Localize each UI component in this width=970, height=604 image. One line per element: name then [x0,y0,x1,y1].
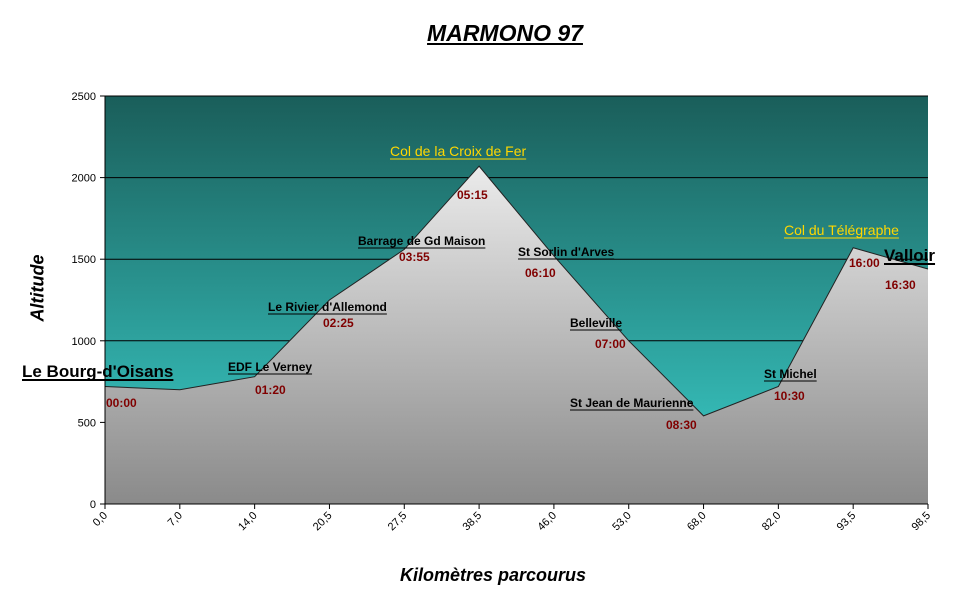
x-tick-label: 93,5 [835,510,859,534]
y-tick-label: 1500 [72,254,96,266]
elevation-line [104,165,929,417]
place-label: St Michel [764,367,817,381]
place-label: Col de la Croix de Fer [390,143,527,159]
x-axis-label: Kilomètres parcourus [399,565,587,585]
y-tick-label: 2000 [72,173,96,185]
x-tick-label: 38,5 [461,510,485,534]
place-label: St Sorlin d'Arves [518,245,615,259]
time-label: 02:25 [323,316,354,330]
x-tick-label: 20,5 [311,510,335,534]
x-tick-label: 0,0 [91,510,110,529]
place-label: St Jean de Maurienne [570,396,694,410]
x-tick-label: 82,0 [760,510,784,534]
x-tick-label: 14,0 [236,510,260,534]
place-label: Belleville [570,316,622,330]
time-label: 16:00 [849,256,880,270]
time-label: 03:55 [399,250,430,264]
place-label: Valloir [884,246,935,265]
x-tick-label: 46,0 [535,510,559,534]
time-label: 00:00 [106,396,137,410]
place-label: Col du Télégraphe [784,222,899,238]
time-label: 01:20 [255,383,286,397]
time-label: 07:00 [595,337,626,351]
place-label: EDF Le Verney [228,360,312,374]
chart-title: MARMONO 97 [427,20,583,46]
place-label: Le Bourg-d'Oisans [22,362,173,381]
plot-area [104,95,929,504]
y-tick-label: 0 [90,499,96,511]
place-label: Le Rivier d'Allemond [268,300,387,314]
time-label: 08:30 [666,418,697,432]
time-label: 06:10 [525,266,556,280]
y-tick-label: 2500 [72,91,96,103]
y-tick-label: 1000 [72,336,96,348]
time-label: 10:30 [774,389,805,403]
x-tick-label: 98,5 [909,510,933,534]
x-tick-label: 27,5 [386,510,410,534]
annotations: Le Bourg-d'Oisans EDF Le Verney Le Rivier … [22,143,935,432]
elevation-area [105,166,928,504]
y-tick-label: 500 [78,417,96,429]
time-label: 05:15 [457,188,488,202]
x-tick-label: 53,0 [610,510,634,534]
x-tick-label: 7,0 [166,510,185,529]
x-tick-label: 68,0 [685,510,709,534]
time-label: 16:30 [885,278,916,292]
place-label: Barrage de Gd Maison [358,234,485,248]
